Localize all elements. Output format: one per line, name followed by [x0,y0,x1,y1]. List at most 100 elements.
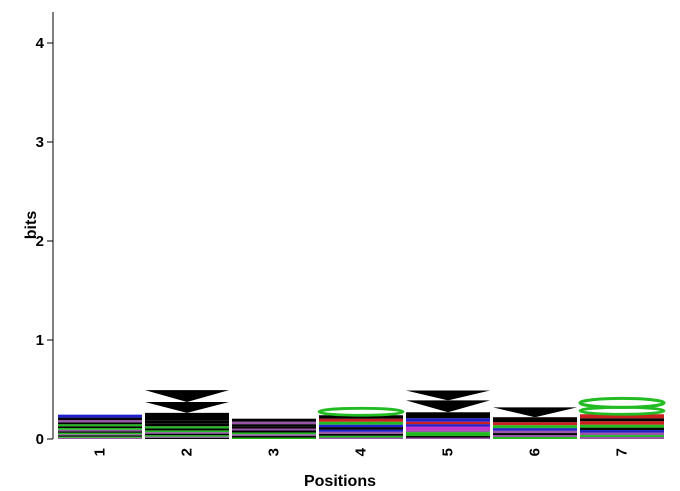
logo-letter [58,429,142,432]
logo-letter [58,431,142,433]
logo-letter [232,434,316,437]
x-tick-label: 2 [179,448,196,456]
x-tick-label: 7 [614,448,631,456]
letter-stack [493,407,577,439]
logo-letter [58,435,142,437]
logo-letter [58,436,142,438]
logo-letter [406,432,490,437]
logo-letter [232,426,316,429]
logo-letter [317,406,405,417]
x-tick-label: 6 [527,448,544,456]
logo-letter [145,436,229,438]
logo-letter [58,434,142,436]
logo-letter [58,432,142,435]
y-tick-label: 1 [36,332,44,349]
logo-letter [493,433,577,436]
logo-letter [232,436,316,438]
logo-letter [319,433,403,436]
logo-letter [145,426,229,429]
logo-letter [580,432,664,436]
logo-letter [493,435,577,438]
logo-letter [319,415,403,419]
logo-letter [493,437,577,439]
letter-stack [317,406,405,439]
letter-stack [406,390,490,439]
logo-letter [58,420,142,423]
x-axis-title: Positions [304,473,376,490]
letter-stack [58,414,142,439]
logo-letter [493,428,577,431]
logo-letter [145,390,229,402]
x-tick-label: 3 [266,448,283,456]
logo-letter [406,430,490,433]
logo-letter [580,437,664,439]
logo-letter [580,424,664,428]
y-tick-label: 3 [36,134,44,151]
x-tick-label: 1 [92,448,109,456]
logo-letter [145,420,229,424]
letter-stack [578,396,666,439]
logo-letter [406,424,490,427]
logo-letter [406,437,490,439]
y-axis-title: bits [23,211,40,240]
logo-letter [580,418,664,422]
logo-letter [493,417,577,423]
logo-letter [319,424,403,428]
logo-letter [493,430,577,434]
logo-letter [580,430,664,433]
y-tick-label: 2 [36,233,44,250]
logo-letter [406,418,490,422]
letter-stack [232,418,316,439]
letter-stack [145,390,229,439]
logo-letter [493,422,577,426]
logo-letter [580,427,664,431]
y-axis: 0 1 2 3 4 [36,12,54,448]
x-axis: 1 2 3 4 5 6 7 [92,447,631,456]
logo-letter [406,421,490,425]
logo-letter [493,425,577,429]
logo-letter [145,432,229,434]
logo-letter [319,437,403,439]
logo-letter [578,396,666,409]
x-tick-label: 4 [353,447,370,456]
logo-letter [145,430,229,433]
logo-letter [232,432,316,435]
logo-letter [319,429,403,432]
y-tick-label: 4 [36,35,45,52]
letter-stacks [58,390,666,439]
logo-letter [58,428,142,430]
logo-letter [58,414,142,418]
logo-letter [493,407,577,418]
logo-letter [319,431,403,434]
logo-letter [580,435,664,438]
logo-letter [406,400,490,413]
logo-letter [58,424,142,427]
logo-letter [319,435,403,438]
logo-letter [58,437,142,439]
logo-letter [580,414,664,419]
logo-letter [145,412,229,421]
logo-letter [406,436,490,438]
logo-letter [580,421,664,425]
logo-letter [232,421,316,425]
logo-letter [406,426,490,431]
logo-letter [58,417,142,421]
logo-letter [145,401,229,413]
logo-letter [232,430,316,433]
logo-letter [232,424,316,427]
x-tick-label: 5 [440,448,457,456]
logo-letter [232,428,316,431]
logo-letter [406,390,490,401]
y-tick-label: 0 [36,431,44,448]
logo-letter [58,422,142,425]
logo-letter [145,433,229,436]
logo-letter [232,437,316,439]
logo-letter [232,418,316,422]
logo-letter [319,421,403,425]
logo-letter [406,412,490,419]
logo-letter [319,427,403,430]
logo-letter [145,423,229,427]
logo-letter [145,428,229,431]
logo-letter [58,426,142,429]
logo-letter [145,435,229,437]
